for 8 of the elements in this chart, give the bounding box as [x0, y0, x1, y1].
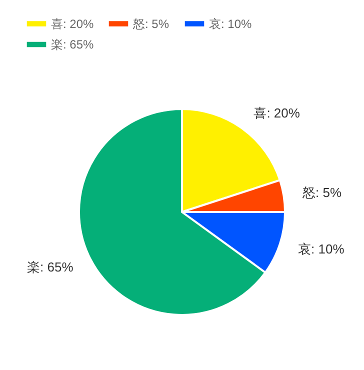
- slice-label: 楽: 65%: [27, 259, 74, 274]
- slice-label: 哀: 10%: [298, 242, 345, 257]
- legend-label: 哀: 10%: [209, 16, 252, 31]
- legend-label: 楽: 65%: [51, 38, 94, 52]
- slice-label: 怒: 5%: [302, 184, 342, 200]
- legend-label: 喜: 20%: [51, 16, 94, 31]
- legend-label: 怒: 5%: [132, 16, 170, 31]
- slice-label: 喜: 20%: [254, 105, 300, 120]
